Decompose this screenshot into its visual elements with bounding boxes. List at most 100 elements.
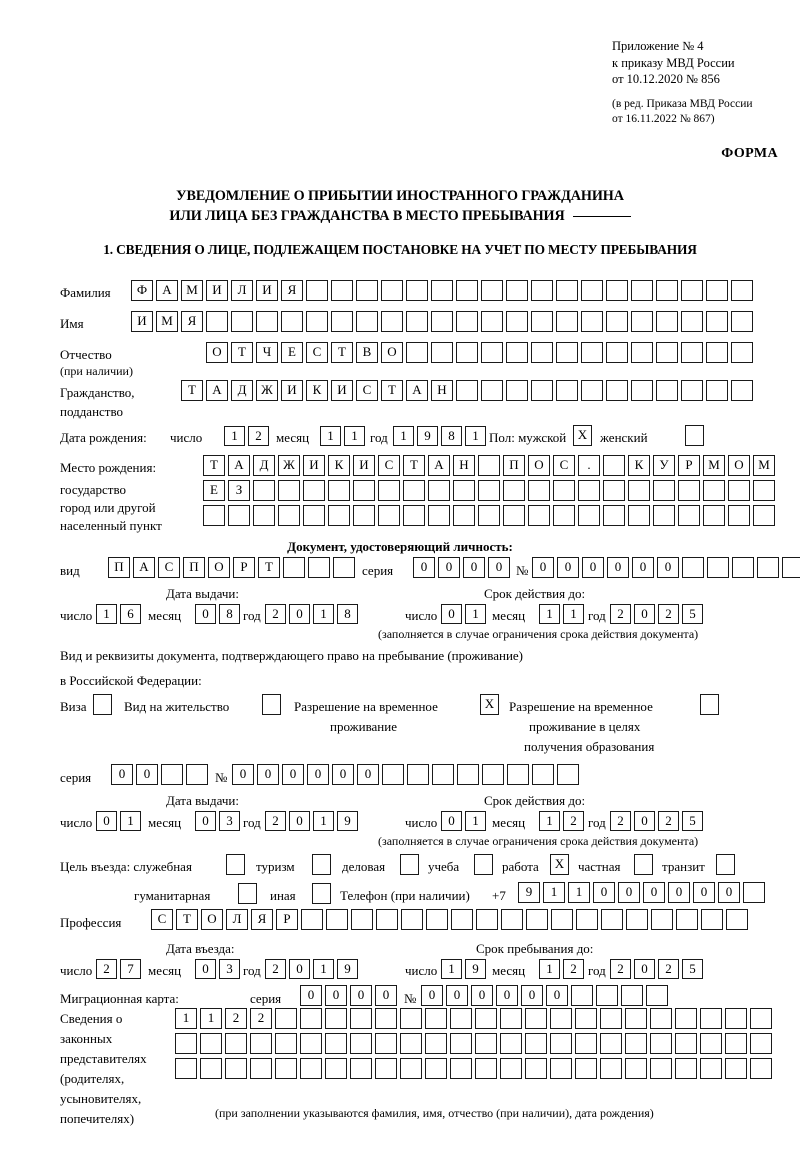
cell[interactable]: О: [201, 909, 223, 930]
cell[interactable]: [425, 1008, 447, 1029]
cell[interactable]: [325, 1058, 347, 1079]
cell[interactable]: [725, 1058, 747, 1079]
cell[interactable]: 2: [563, 811, 584, 831]
cell[interactable]: [581, 280, 603, 301]
cell[interactable]: 6: [120, 604, 141, 624]
cell[interactable]: С: [553, 455, 575, 476]
cell[interactable]: 0: [257, 764, 279, 785]
cell[interactable]: 1: [465, 426, 486, 446]
cell[interactable]: М: [156, 311, 178, 332]
cell[interactable]: [456, 311, 478, 332]
cell[interactable]: [450, 1033, 472, 1054]
cell[interactable]: [403, 505, 425, 526]
cell[interactable]: [506, 311, 528, 332]
cell[interactable]: [550, 1033, 572, 1054]
cell[interactable]: [200, 1058, 222, 1079]
cell[interactable]: [550, 1008, 572, 1029]
cell[interactable]: [482, 764, 504, 785]
cell[interactable]: [750, 1008, 772, 1029]
cell[interactable]: [681, 380, 703, 401]
cell[interactable]: [728, 505, 750, 526]
cell[interactable]: 1: [320, 426, 341, 446]
cell[interactable]: М: [181, 280, 203, 301]
cell[interactable]: [601, 909, 623, 930]
cell[interactable]: [431, 342, 453, 363]
cell[interactable]: [351, 909, 373, 930]
cell[interactable]: [453, 480, 475, 501]
cell[interactable]: [581, 342, 603, 363]
cell[interactable]: [231, 311, 253, 332]
cell[interactable]: 1: [175, 1008, 197, 1029]
cell[interactable]: Ж: [278, 455, 300, 476]
cell[interactable]: 5: [682, 811, 703, 831]
cell[interactable]: Ч: [256, 342, 278, 363]
cell[interactable]: [578, 480, 600, 501]
cell[interactable]: [606, 380, 628, 401]
cell[interactable]: [703, 480, 725, 501]
cell[interactable]: [581, 311, 603, 332]
cell[interactable]: [425, 1033, 447, 1054]
cell[interactable]: 0: [289, 959, 310, 979]
cell[interactable]: 0: [325, 985, 347, 1006]
cell[interactable]: [750, 1033, 772, 1054]
cell[interactable]: [631, 280, 653, 301]
cell[interactable]: А: [206, 380, 228, 401]
cell[interactable]: 2: [610, 604, 631, 624]
cell[interactable]: 0: [668, 882, 690, 903]
cell[interactable]: П: [503, 455, 525, 476]
cell[interactable]: 0: [463, 557, 485, 578]
cell[interactable]: [400, 1033, 422, 1054]
cell[interactable]: 1: [465, 604, 486, 624]
cell[interactable]: [701, 909, 723, 930]
cell[interactable]: [406, 280, 428, 301]
cell[interactable]: 0: [195, 959, 216, 979]
purpose-private-checkbox[interactable]: [634, 854, 653, 875]
cell[interactable]: [703, 505, 725, 526]
cell[interactable]: И: [353, 455, 375, 476]
cell[interactable]: Т: [258, 557, 280, 578]
cell[interactable]: [456, 280, 478, 301]
cell[interactable]: Е: [281, 342, 303, 363]
sex-female-checkbox[interactable]: [685, 425, 704, 446]
cell[interactable]: [706, 311, 728, 332]
cell[interactable]: [575, 1008, 597, 1029]
cell[interactable]: 0: [643, 882, 665, 903]
cell[interactable]: [401, 909, 423, 930]
cell[interactable]: [596, 985, 618, 1006]
cell[interactable]: [550, 1058, 572, 1079]
cell[interactable]: [500, 1008, 522, 1029]
cell[interactable]: [650, 1033, 672, 1054]
cell[interactable]: [501, 909, 523, 930]
legal-rep-row-3[interactable]: [175, 1058, 775, 1079]
cell[interactable]: [475, 1033, 497, 1054]
cell[interactable]: [556, 280, 578, 301]
cell[interactable]: [400, 1058, 422, 1079]
cell[interactable]: [753, 505, 775, 526]
cell[interactable]: О: [206, 342, 228, 363]
cell[interactable]: [432, 764, 454, 785]
cell[interactable]: 1: [313, 811, 334, 831]
cell[interactable]: [531, 280, 553, 301]
cell[interactable]: 0: [136, 764, 158, 785]
cell[interactable]: [678, 480, 700, 501]
cell[interactable]: 7: [120, 959, 141, 979]
cell[interactable]: [725, 1008, 747, 1029]
cell[interactable]: 0: [657, 557, 679, 578]
cell[interactable]: 1: [344, 426, 365, 446]
cell[interactable]: [350, 1033, 372, 1054]
cell[interactable]: 2: [658, 959, 679, 979]
cell[interactable]: 5: [682, 959, 703, 979]
cell[interactable]: Р: [276, 909, 298, 930]
cell[interactable]: [450, 1058, 472, 1079]
visa-checkbox[interactable]: [93, 694, 112, 715]
cell[interactable]: [451, 909, 473, 930]
cell[interactable]: [456, 342, 478, 363]
temp-residence-checkbox[interactable]: X: [480, 694, 499, 715]
